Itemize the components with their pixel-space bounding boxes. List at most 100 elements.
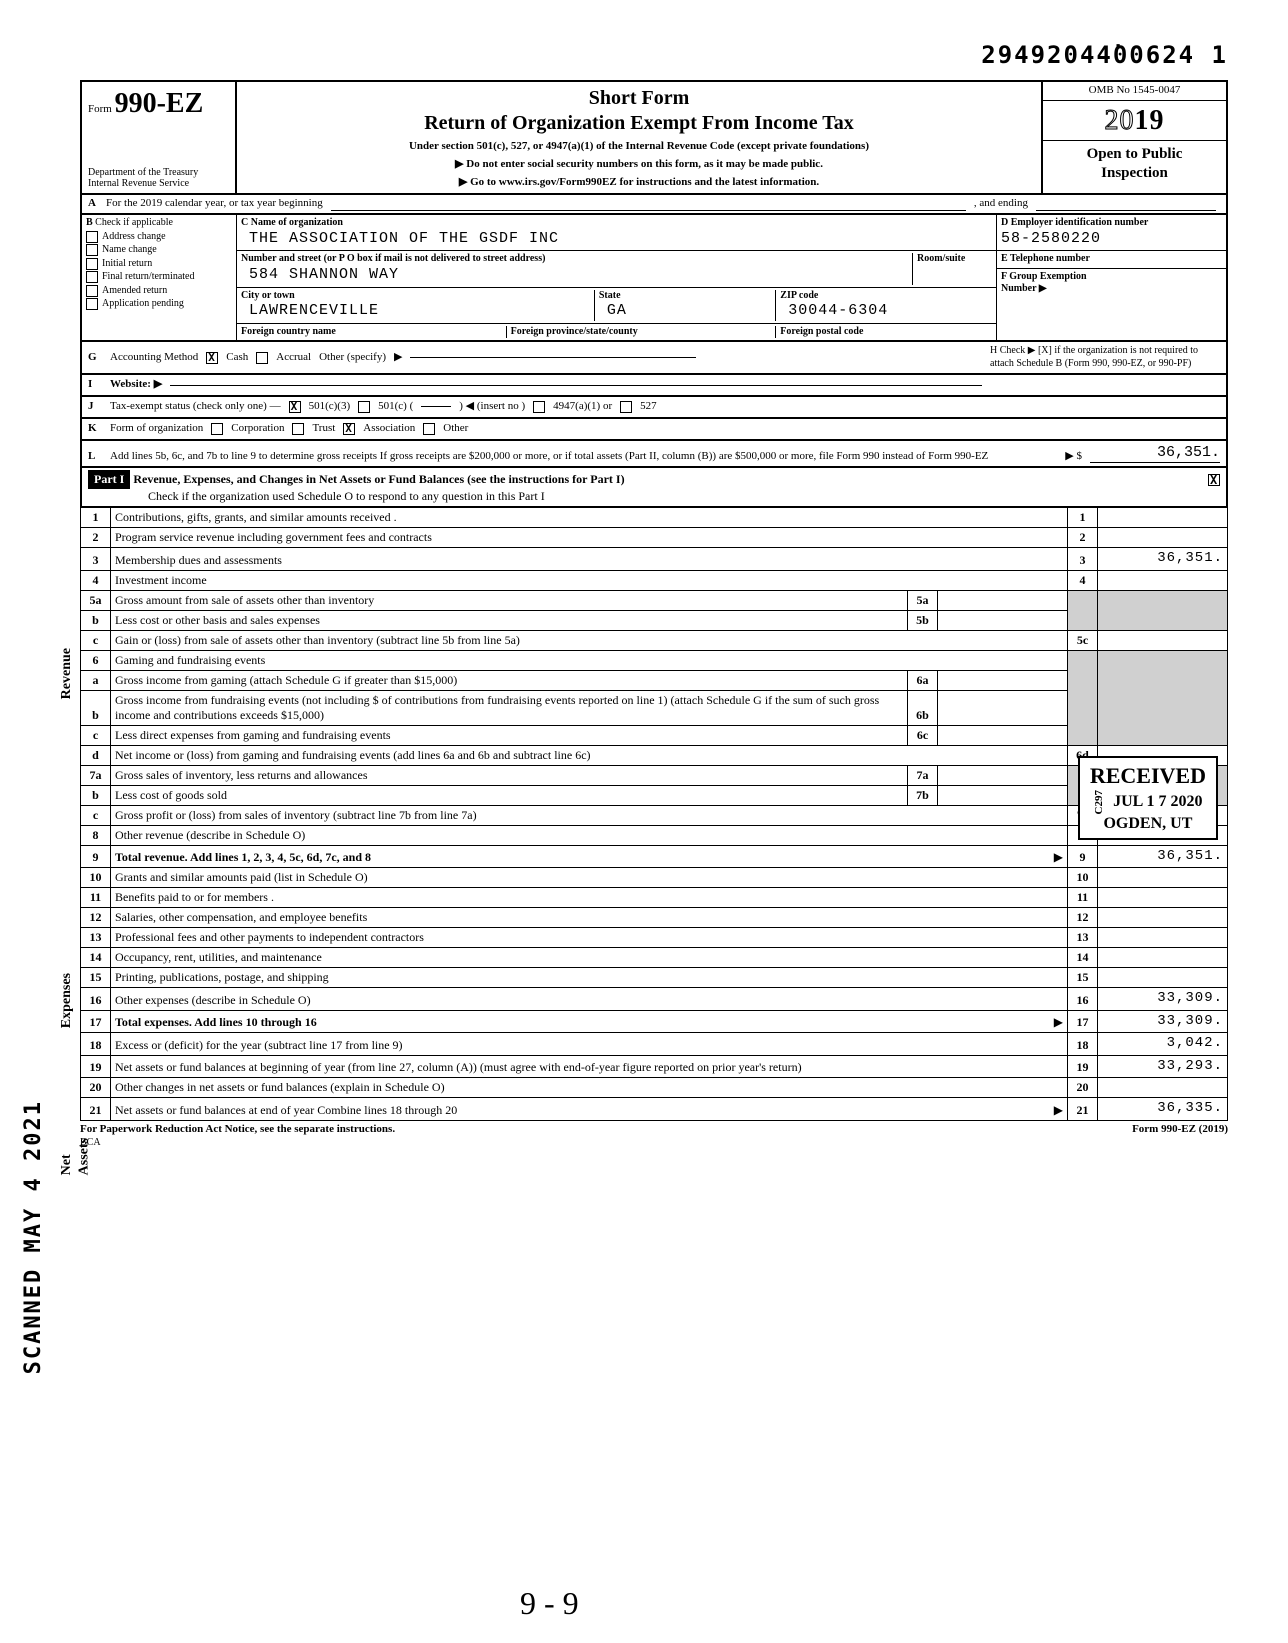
line-20: 20Other changes in net assets or fund ba… [81,1078,1228,1098]
row-a-blank-2[interactable] [1036,197,1216,211]
row-a-blank-1[interactable] [331,197,966,211]
foreign-province-label: Foreign province/state/county [511,326,776,339]
org-name: THE ASSOCIATION OF THE GSDF INC [241,230,992,249]
line-rn: 19 [1068,1055,1098,1078]
other-label: Other (specify) [319,351,386,365]
other-blank[interactable] [410,357,696,358]
chk-other-org[interactable] [423,423,435,435]
line-amt [1098,1078,1228,1098]
chk-label: Final return/terminated [102,271,194,284]
state: GA [599,302,775,321]
line-rn: 17 [1068,1010,1098,1033]
line-desc: Printing, publications, postage, and shi… [111,968,1068,988]
tel-label: E Telephone number [1001,253,1222,266]
o-501c-b: ) ◀ (insert no ) [459,400,525,414]
row-j: J Tax-exempt status (check only one) — 5… [80,397,1228,419]
foreign-postal-label: Foreign postal code [780,326,992,339]
chk-final[interactable]: Final return/terminated [86,271,232,284]
document-locator-number: 29492044̇00624 1 [80,40,1228,70]
line-desc: Occupancy, rent, utilities, and maintena… [111,948,1068,968]
column-d: D Employer identification number 58-2580… [996,215,1226,340]
row-i-label: I [88,378,102,392]
inner-amt [938,690,1068,725]
line-desc: Benefits paid to or for members . [111,888,1068,908]
row-l-label: L [88,450,102,464]
line-amt [1098,968,1228,988]
column-c: C Name of organization THE ASSOCIATION O… [237,215,996,340]
chk-amended[interactable]: Amended return [86,285,232,298]
zip: 30044-6304 [780,302,992,321]
chk-address-change[interactable]: Address change [86,231,232,244]
501c-blank[interactable] [421,406,451,407]
line-desc: Less direct expenses from gaming and fun… [111,725,908,745]
line-num: 19 [81,1055,111,1078]
cash-label: Cash [226,351,248,365]
row-a: A For the 2019 calendar year, or tax yea… [80,195,1228,215]
line-desc: Other revenue (describe in Schedule O) [111,825,1068,845]
chk-label: Amended return [102,285,167,298]
line-num: c [81,805,111,825]
line-9: 9Total revenue. Add lines 1, 2, 3, 4, 5c… [81,845,1228,868]
open-line-1: Open to Public [1043,145,1226,164]
line-desc: Gross income from fundraising events (no… [111,690,908,725]
line-desc: Professional fees and other payments to … [111,928,1068,948]
accrual-label: Accrual [276,351,311,365]
chk-initial[interactable]: Initial return [86,258,232,271]
header-middle: Short Form Return of Organization Exempt… [237,82,1041,193]
org-name-label: C Name of organization [241,217,992,230]
zip-label: ZIP code [780,290,992,303]
line-10: 10Grants and similar amounts paid (list … [81,868,1228,888]
line-amt [1098,570,1228,590]
line-1: 1Contributions, gifts, grants, and simil… [81,508,1228,528]
line-num: 10 [81,868,111,888]
street-row: Number and street (or P O box if mail is… [237,251,996,287]
chk-assoc[interactable] [343,423,355,435]
line-rn: 16 [1068,988,1098,1011]
form-header: Form 990-EZ Department of the Treasury I… [80,80,1228,195]
inner-num: 6b [908,690,938,725]
chk-corp[interactable] [211,423,223,435]
part-1-checkbox[interactable] [1208,474,1220,490]
line-desc: Other expenses (describe in Schedule O) [111,988,1068,1011]
inner-num: 5a [908,590,938,610]
arrow-icon: ▶ [1054,1015,1063,1030]
chk-pending[interactable]: Application pending [86,298,232,311]
form-note-1: Do not enter social security numbers on … [245,158,1033,172]
line-desc: Gross income from gaming (attach Schedul… [111,670,908,690]
line-rn: 9 [1068,845,1098,868]
line-amt: 33,293. [1098,1055,1228,1078]
o-4947: 4947(a)(1) or [553,400,612,414]
line-21: 21Net assets or fund balances at end of … [81,1098,1228,1121]
chk-501c3[interactable] [289,401,301,413]
form-label: Form [88,103,112,115]
tax-exempt-label: Tax-exempt status (check only one) — [110,400,281,414]
line-amt [1098,868,1228,888]
chk-name-change[interactable]: Name change [86,244,232,257]
accounting-method-label: Accounting Method [110,351,198,365]
inner-amt [938,785,1068,805]
o-501c: 501(c) ( [378,400,413,414]
line-num: 6 [81,650,111,670]
o-assoc: Association [363,422,415,436]
form-title-1: Short Form [245,86,1033,111]
ein-label: D Employer identification number [1001,217,1222,230]
line-7b: bLess cost of goods sold7b [81,785,1228,805]
chk-527[interactable] [620,401,632,413]
street-label: Number and street (or P O box if mail is… [241,253,912,266]
chk-trust[interactable] [292,423,304,435]
chk-cash[interactable] [206,352,218,364]
line-2: 2Program service revenue including gover… [81,528,1228,548]
chk-501c[interactable] [358,401,370,413]
line-7a: 7aGross sales of inventory, less returns… [81,765,1228,785]
row-g: G Accounting Method Cash Accrual Other (… [80,342,1228,375]
line-num: 11 [81,888,111,908]
line-desc: Salaries, other compensation, and employ… [111,908,1068,928]
form-number-value: 990-EZ [115,88,204,119]
line-num: 21 [81,1098,111,1121]
line-desc: Gross sales of inventory, less returns a… [111,765,908,785]
line-5b: bLess cost or other basis and sales expe… [81,610,1228,630]
ein: 58-2580220 [1001,230,1222,249]
website-blank[interactable] [170,385,982,386]
chk-accrual[interactable] [256,352,268,364]
chk-4947[interactable] [533,401,545,413]
